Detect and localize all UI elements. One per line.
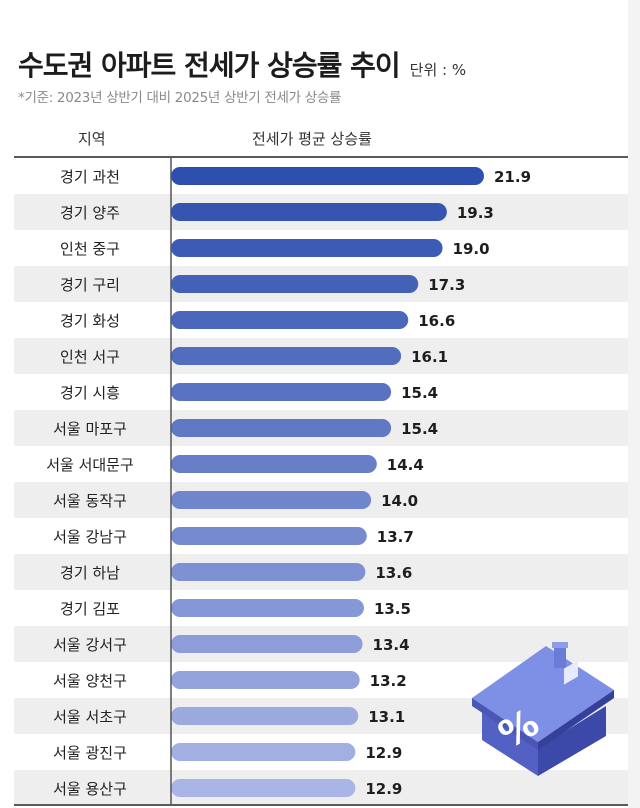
category-label: 서울 양천구 (53, 672, 127, 690)
bar (171, 455, 377, 473)
value-label: 12.9 (365, 744, 402, 762)
bar (171, 671, 360, 689)
category-label: 경기 시흥 (60, 384, 120, 402)
value-label: 16.6 (418, 312, 455, 330)
category-label: 서울 마포구 (53, 420, 127, 438)
value-label: 12.9 (365, 780, 402, 798)
chart-title: 수도권 아파트 전세가 상승률 추이 (18, 49, 401, 82)
value-label: 14.4 (387, 456, 424, 474)
house-percent-icon: % (472, 642, 614, 776)
bar (171, 779, 356, 797)
value-label: 16.1 (411, 348, 448, 366)
category-label: 서울 서대문구 (46, 456, 134, 474)
bar (171, 383, 392, 401)
bar (171, 599, 364, 617)
bar (171, 707, 359, 725)
category-label: 경기 과천 (60, 168, 120, 186)
category-label: 인천 서구 (60, 348, 120, 366)
category-label: 경기 구리 (60, 276, 120, 294)
bar (171, 491, 372, 509)
value-label: 14.0 (381, 492, 418, 510)
value-label: 13.2 (370, 672, 407, 690)
column-header-value: 전세가 평균 상승률 (252, 130, 372, 148)
category-label: 서울 광진구 (53, 744, 127, 762)
category-label: 인천 중구 (60, 240, 120, 258)
value-label: 19.3 (457, 204, 494, 222)
bar (171, 419, 392, 437)
value-label: 13.1 (368, 708, 405, 726)
title-row: 수도권 아파트 전세가 상승률 추이 단위 : % (18, 44, 466, 84)
category-label: 경기 하남 (60, 564, 120, 582)
category-label: 서울 용산구 (53, 780, 127, 798)
right-edge-strip (628, 0, 640, 808)
category-label: 서울 강서구 (53, 636, 127, 654)
category-label: 경기 양주 (60, 204, 120, 222)
bar (171, 167, 484, 185)
value-label: 15.4 (401, 420, 438, 438)
category-label: 서울 강남구 (53, 528, 127, 546)
category-label: 서울 동작구 (53, 492, 127, 510)
category-label: 경기 화성 (60, 312, 120, 330)
bar (171, 743, 356, 761)
category-label: 서울 서초구 (53, 708, 127, 726)
bar (171, 635, 363, 653)
value-label: 13.7 (377, 528, 414, 546)
bar (171, 311, 409, 329)
value-label: 17.3 (428, 276, 465, 294)
value-label: 13.6 (375, 564, 412, 582)
header-rule (14, 156, 628, 158)
unit-label: 단위 : % (409, 61, 467, 79)
bottom-rule (14, 804, 628, 806)
bar (171, 239, 443, 257)
value-label: 19.0 (453, 240, 490, 258)
value-label: 21.9 (494, 168, 531, 186)
value-label: 15.4 (401, 384, 438, 402)
bar (171, 527, 367, 545)
bar (171, 563, 366, 581)
column-header-region: 지역 (78, 130, 106, 148)
bar (171, 347, 402, 365)
chart-subtitle: *기준: 2023년 상반기 대비 2025년 상반기 전세가 상승률 (18, 90, 342, 106)
bar (171, 275, 419, 293)
bar (171, 203, 447, 221)
value-label: 13.5 (374, 600, 411, 618)
value-label: 13.4 (373, 636, 410, 654)
category-label: 경기 김포 (60, 600, 120, 618)
